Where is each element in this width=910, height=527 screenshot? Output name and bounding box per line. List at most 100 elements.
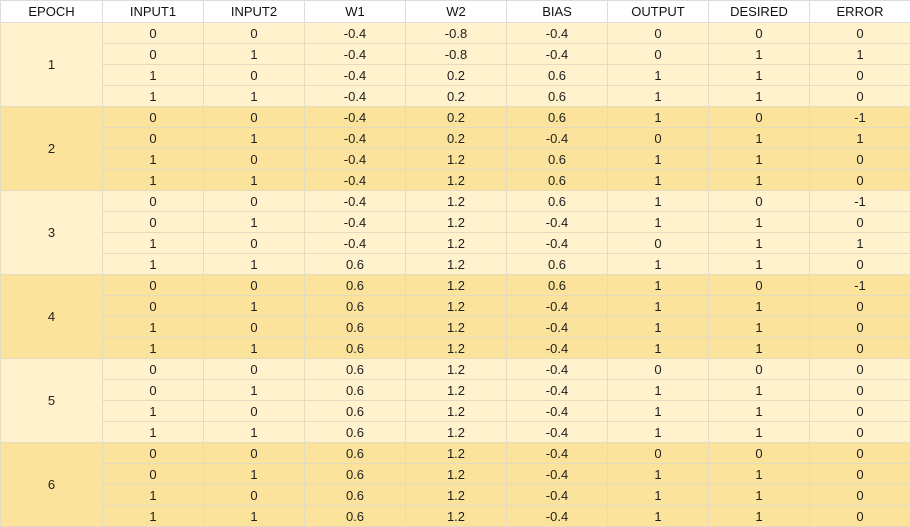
w1-cell[interactable]: 0.6	[305, 275, 406, 296]
w1-cell[interactable]: -0.4	[305, 107, 406, 128]
input2-cell[interactable]: 1	[204, 128, 305, 149]
desired-cell[interactable]: 1	[709, 380, 810, 401]
error-cell[interactable]: -1	[810, 107, 910, 128]
desired-cell[interactable]: 0	[709, 359, 810, 380]
desired-cell[interactable]: 0	[709, 23, 810, 44]
output-cell[interactable]: 0	[608, 23, 709, 44]
bias-cell[interactable]: -0.4	[507, 422, 608, 443]
w1-cell[interactable]: 0.6	[305, 317, 406, 338]
w2-cell[interactable]: 1.2	[406, 233, 507, 254]
desired-cell[interactable]: 0	[709, 191, 810, 212]
w2-cell[interactable]: 1.2	[406, 401, 507, 422]
bias-cell[interactable]: 0.6	[507, 275, 608, 296]
output-cell[interactable]: 1	[608, 464, 709, 485]
epoch-cell[interactable]: 4	[1, 275, 103, 359]
input2-cell[interactable]: 0	[204, 317, 305, 338]
input1-cell[interactable]: 0	[103, 191, 204, 212]
desired-cell[interactable]: 1	[709, 233, 810, 254]
epoch-cell[interactable]: 3	[1, 191, 103, 275]
column-header-output[interactable]: OUTPUT	[608, 1, 709, 23]
w2-cell[interactable]: 1.2	[406, 506, 507, 527]
input2-cell[interactable]: 0	[204, 359, 305, 380]
output-cell[interactable]: 0	[608, 128, 709, 149]
input1-cell[interactable]: 1	[103, 149, 204, 170]
output-cell[interactable]: 1	[608, 338, 709, 359]
output-cell[interactable]: 1	[608, 191, 709, 212]
error-cell[interactable]: 0	[810, 338, 910, 359]
w2-cell[interactable]: 1.2	[406, 296, 507, 317]
w2-cell[interactable]: 1.2	[406, 317, 507, 338]
desired-cell[interactable]: 1	[709, 338, 810, 359]
input2-cell[interactable]: 0	[204, 149, 305, 170]
error-cell[interactable]: -1	[810, 191, 910, 212]
input2-cell[interactable]: 1	[204, 338, 305, 359]
desired-cell[interactable]: 1	[709, 506, 810, 527]
bias-cell[interactable]: 0.6	[507, 191, 608, 212]
w2-cell[interactable]: -0.8	[406, 23, 507, 44]
desired-cell[interactable]: 1	[709, 149, 810, 170]
w1-cell[interactable]: -0.4	[305, 191, 406, 212]
input2-cell[interactable]: 0	[204, 401, 305, 422]
w1-cell[interactable]: 0.6	[305, 296, 406, 317]
epoch-cell[interactable]: 1	[1, 23, 103, 107]
input2-cell[interactable]: 0	[204, 107, 305, 128]
input1-cell[interactable]: 0	[103, 128, 204, 149]
error-cell[interactable]: 0	[810, 149, 910, 170]
bias-cell[interactable]: 0.6	[507, 170, 608, 191]
error-cell[interactable]: 0	[810, 23, 910, 44]
bias-cell[interactable]: -0.4	[507, 233, 608, 254]
error-cell[interactable]: 0	[810, 86, 910, 107]
input2-cell[interactable]: 0	[204, 275, 305, 296]
bias-cell[interactable]: -0.4	[507, 128, 608, 149]
desired-cell[interactable]: 1	[709, 212, 810, 233]
output-cell[interactable]: 1	[608, 65, 709, 86]
output-cell[interactable]: 1	[608, 149, 709, 170]
error-cell[interactable]: 0	[810, 485, 910, 506]
input2-cell[interactable]: 1	[204, 212, 305, 233]
bias-cell[interactable]: -0.4	[507, 23, 608, 44]
w2-cell[interactable]: 1.2	[406, 275, 507, 296]
column-header-bias[interactable]: BIAS	[507, 1, 608, 23]
w1-cell[interactable]: 0.6	[305, 422, 406, 443]
bias-cell[interactable]: 0.6	[507, 254, 608, 275]
w1-cell[interactable]: 0.6	[305, 464, 406, 485]
input1-cell[interactable]: 0	[103, 443, 204, 464]
input1-cell[interactable]: 1	[103, 254, 204, 275]
output-cell[interactable]: 0	[608, 233, 709, 254]
input2-cell[interactable]: 1	[204, 380, 305, 401]
w2-cell[interactable]: 1.2	[406, 170, 507, 191]
desired-cell[interactable]: 1	[709, 44, 810, 65]
w2-cell[interactable]: 1.2	[406, 443, 507, 464]
desired-cell[interactable]: 1	[709, 422, 810, 443]
error-cell[interactable]: 0	[810, 422, 910, 443]
desired-cell[interactable]: 0	[709, 275, 810, 296]
error-cell[interactable]: 0	[810, 359, 910, 380]
desired-cell[interactable]: 0	[709, 443, 810, 464]
input2-cell[interactable]: 1	[204, 170, 305, 191]
bias-cell[interactable]: -0.4	[507, 506, 608, 527]
w1-cell[interactable]: 0.6	[305, 485, 406, 506]
w2-cell[interactable]: 1.2	[406, 149, 507, 170]
w1-cell[interactable]: -0.4	[305, 233, 406, 254]
w2-cell[interactable]: 0.2	[406, 128, 507, 149]
error-cell[interactable]: 0	[810, 170, 910, 191]
bias-cell[interactable]: -0.4	[507, 317, 608, 338]
column-header-epoch[interactable]: EPOCH	[1, 1, 103, 23]
output-cell[interactable]: 1	[608, 275, 709, 296]
error-cell[interactable]: 0	[810, 443, 910, 464]
input1-cell[interactable]: 1	[103, 506, 204, 527]
error-cell[interactable]: 0	[810, 317, 910, 338]
input1-cell[interactable]: 1	[103, 65, 204, 86]
w2-cell[interactable]: 1.2	[406, 338, 507, 359]
input1-cell[interactable]: 1	[103, 338, 204, 359]
input2-cell[interactable]: 1	[204, 296, 305, 317]
w2-cell[interactable]: 0.2	[406, 107, 507, 128]
w2-cell[interactable]: -0.8	[406, 44, 507, 65]
input2-cell[interactable]: 0	[204, 233, 305, 254]
input1-cell[interactable]: 0	[103, 275, 204, 296]
output-cell[interactable]: 1	[608, 506, 709, 527]
output-cell[interactable]: 1	[608, 380, 709, 401]
desired-cell[interactable]: 1	[709, 65, 810, 86]
error-cell[interactable]: 0	[810, 212, 910, 233]
input2-cell[interactable]: 0	[204, 443, 305, 464]
